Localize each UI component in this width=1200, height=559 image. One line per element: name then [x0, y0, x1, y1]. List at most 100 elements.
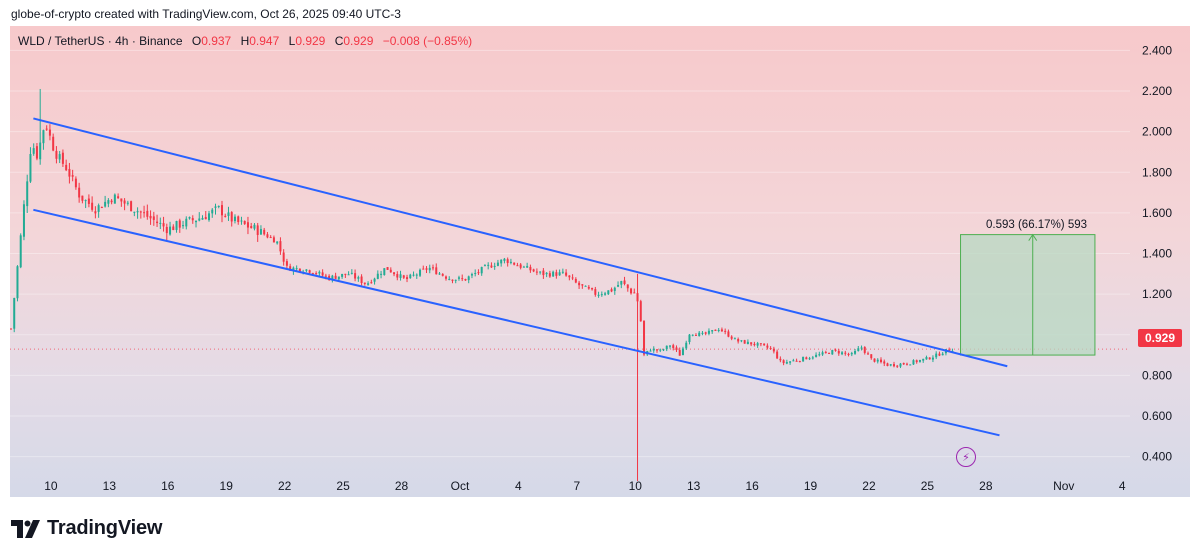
- price-chart[interactable]: 2.4002.2002.0001.8001.6001.4001.2001.000…: [10, 26, 1190, 497]
- channel-upper-line: [33, 117, 1008, 368]
- candle-body: [185, 218, 188, 227]
- candle-body: [386, 267, 389, 270]
- candle-body: [808, 358, 811, 360]
- candle-body: [948, 349, 951, 352]
- candle-body: [766, 345, 769, 348]
- candle-body: [419, 269, 422, 276]
- candle-body: [149, 215, 152, 219]
- candle-body: [931, 357, 934, 360]
- candle-body: [16, 266, 19, 299]
- y-tick-label: 0.400: [1142, 450, 1172, 464]
- candle-body: [681, 348, 684, 356]
- candle-body: [847, 353, 850, 355]
- candle-body: [480, 267, 483, 274]
- candle-body: [130, 201, 133, 212]
- candle-body: [13, 298, 16, 329]
- candle-body: [100, 207, 103, 209]
- candle-body: [623, 280, 626, 284]
- candle-body: [240, 220, 243, 222]
- replay-lightning-icon[interactable]: ⚡: [956, 447, 976, 467]
- x-tick-label: 28: [979, 479, 993, 493]
- candle-body: [643, 320, 646, 355]
- candle-body: [730, 336, 733, 339]
- candle-body: [308, 270, 311, 273]
- last-price-tag: 0.929: [1138, 329, 1182, 347]
- candle-body: [45, 128, 48, 130]
- candle-body: [246, 222, 249, 228]
- candle-body: [711, 330, 714, 332]
- candle-body: [789, 361, 792, 363]
- descending-channel: [33, 117, 1008, 437]
- candle-body: [207, 213, 211, 221]
- candle-body: [584, 285, 587, 287]
- candle-body: [113, 194, 116, 204]
- candle-body: [805, 357, 808, 360]
- candle-body: [487, 264, 490, 266]
- candle-body: [649, 350, 652, 352]
- candle-body: [513, 262, 516, 265]
- candle-body: [84, 200, 87, 202]
- candle-body: [772, 348, 775, 352]
- measure-rect: [960, 234, 1096, 356]
- candle-body: [156, 221, 159, 224]
- candle-body: [922, 358, 925, 361]
- measure-label: 0.593 (66.17%) 593: [986, 219, 1088, 231]
- candle-body: [438, 273, 441, 275]
- candle-body: [188, 217, 191, 219]
- candle-body: [422, 268, 425, 270]
- candle-body: [389, 269, 392, 273]
- measure-arrow-head: [1028, 233, 1038, 241]
- candle-body: [516, 265, 519, 267]
- candle-body: [292, 267, 295, 272]
- x-tick-label: Oct: [451, 479, 470, 493]
- candle-body: [146, 210, 149, 217]
- candle-body: [918, 360, 921, 362]
- candle-body: [331, 275, 334, 280]
- candle-body: [279, 241, 282, 252]
- open-label: O: [191, 34, 202, 48]
- candle-body: [243, 220, 246, 224]
- candle-body: [117, 196, 120, 199]
- brand-name: TradingView: [47, 517, 163, 539]
- x-tick-label: 4: [515, 479, 522, 493]
- candle-body: [360, 276, 363, 284]
- candle-body: [561, 271, 564, 273]
- candle-body: [633, 292, 636, 294]
- candle-body: [857, 348, 860, 351]
- x-tick-label: 25: [336, 479, 350, 493]
- low-value: 0.929: [295, 34, 326, 48]
- candle-body: [97, 205, 100, 212]
- candle-body: [295, 268, 298, 270]
- candle-body: [740, 340, 743, 342]
- candle-body: [74, 178, 77, 188]
- candle-body: [668, 345, 671, 347]
- chart-area[interactable]: 2.4002.2002.0001.8001.6001.4001.2001.000…: [10, 26, 1190, 497]
- candle-body: [896, 365, 899, 367]
- candle-body: [435, 267, 438, 275]
- candle-body: [282, 252, 285, 262]
- x-tick-label: 19: [220, 479, 234, 493]
- candle-body: [902, 363, 905, 365]
- candle-body: [412, 274, 415, 276]
- candle-body: [162, 223, 165, 227]
- candle-body: [91, 202, 94, 210]
- candle-body: [22, 204, 25, 237]
- tradingview-logo[interactable]: TradingView: [11, 517, 162, 540]
- candle-body: [81, 195, 84, 201]
- candle-body: [334, 275, 337, 279]
- candle-body: [61, 152, 64, 164]
- x-tick-label: Nov: [1053, 479, 1074, 493]
- candle-body: [581, 284, 584, 286]
- candle-body: [104, 201, 107, 207]
- candle-body: [347, 274, 350, 276]
- candle-body: [665, 345, 668, 350]
- candle-body: [876, 359, 879, 362]
- candle-body: [500, 259, 503, 264]
- candle-body: [324, 275, 327, 277]
- x-tick-label: 22: [278, 479, 292, 493]
- candle-body: [724, 330, 727, 332]
- candle-body: [237, 216, 240, 223]
- candle-body: [483, 265, 486, 267]
- x-tick-label: 7: [573, 479, 580, 493]
- candle-body: [714, 329, 717, 331]
